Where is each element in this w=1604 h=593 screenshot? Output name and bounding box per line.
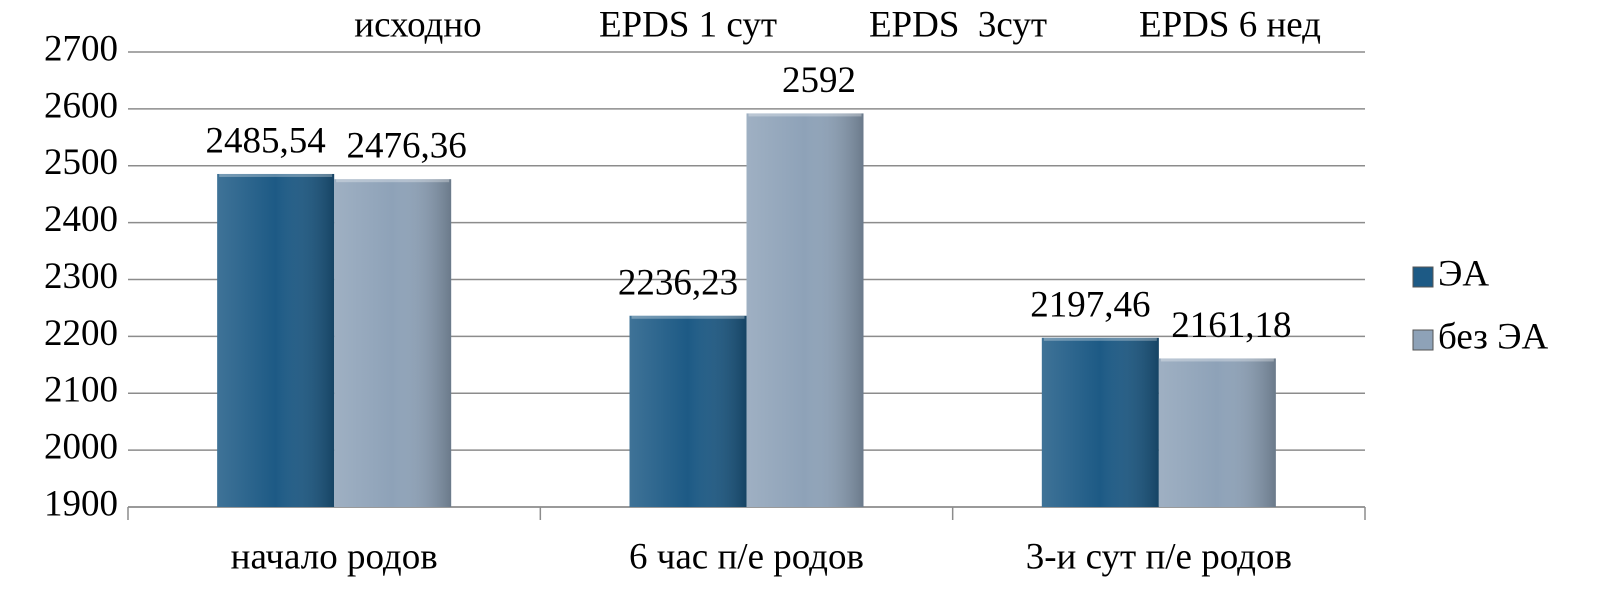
value-label: 2592 xyxy=(782,60,856,101)
bar-top xyxy=(336,179,450,183)
y-tick-label: 1900 xyxy=(44,483,118,524)
bar-top xyxy=(748,113,862,117)
x-tick-label: 3-и сут п/е родов xyxy=(1026,536,1292,577)
y-tick-label: 2700 xyxy=(44,28,118,69)
legend-swatch xyxy=(1412,329,1434,351)
bar-top xyxy=(631,315,745,319)
y-tick-label: 2000 xyxy=(44,427,118,468)
y-tick-label: 2200 xyxy=(44,313,118,354)
legend-label: ЭА xyxy=(1438,253,1489,294)
bar-shade xyxy=(746,113,864,508)
y-tick-label: 2300 xyxy=(44,256,118,297)
bar-top xyxy=(1160,358,1274,362)
bar-shade xyxy=(217,173,335,507)
value-label: 2476,36 xyxy=(347,126,467,167)
bar-shade xyxy=(334,179,452,507)
bar-shade xyxy=(1041,337,1159,507)
legend-label: без ЭА xyxy=(1438,316,1549,357)
annotation: EPDS 6 нед xyxy=(1139,4,1321,45)
value-label: 2236,23 xyxy=(618,262,738,303)
y-tick-label: 2100 xyxy=(44,370,118,411)
value-label: 2161,18 xyxy=(1171,305,1291,346)
bar-shade xyxy=(1158,358,1276,507)
bar-top xyxy=(219,173,333,177)
bar-shade xyxy=(629,315,747,507)
x-tick-label: 6 час п/е родов xyxy=(629,536,864,577)
y-tick-label: 2600 xyxy=(44,85,118,126)
annotation: исходно xyxy=(354,4,481,45)
x-tick-label: начало родов xyxy=(231,536,438,577)
legend-swatch xyxy=(1412,266,1434,288)
value-label: 2485,54 xyxy=(206,120,326,161)
annotation: EPDS 1 сут xyxy=(599,4,777,45)
annotation: EPDS 3сут xyxy=(869,4,1047,45)
value-label: 2197,46 xyxy=(1030,284,1150,325)
y-tick-label: 2400 xyxy=(44,199,118,240)
y-tick-label: 2500 xyxy=(44,142,118,183)
bar-top xyxy=(1043,337,1157,341)
